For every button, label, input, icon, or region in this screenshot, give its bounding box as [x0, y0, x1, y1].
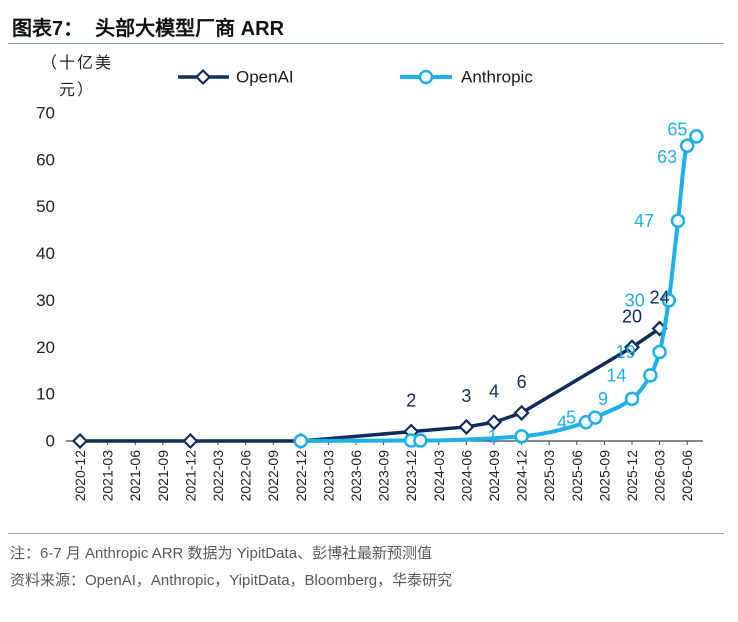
openai-data-label: 6	[517, 372, 527, 392]
openai-data-label: 24	[650, 288, 670, 308]
anthropic-data-label: 30	[625, 290, 645, 310]
y-tick-label: 20	[36, 338, 55, 357]
x-tick-label: 2021-09	[155, 450, 171, 502]
openai-point-marker	[182, 432, 199, 450]
y-tick-label: 60	[36, 150, 55, 169]
y-tick-label: 10	[36, 385, 55, 404]
anthropic-point-marker	[643, 368, 658, 383]
openai-data-label: 2	[406, 391, 416, 411]
y-tick-label: 0	[46, 432, 55, 451]
anthropic-data-label: 5	[566, 408, 576, 428]
anthropic-data-label: 65	[667, 119, 687, 139]
x-tick-label: 2023-03	[320, 450, 336, 502]
anthropic-data-label: 4	[557, 412, 567, 432]
x-tick-label: 2026-06	[679, 450, 695, 502]
anthropic-point-marker	[293, 433, 309, 449]
anthropic-data-label: 47	[634, 211, 654, 231]
x-tick-label: 2023-12	[403, 450, 419, 502]
anthropic-point-marker	[689, 129, 704, 144]
anthropic-point-marker	[670, 213, 686, 229]
anthropic-data-label: 9	[598, 389, 608, 409]
x-tick-label: 2023-06	[348, 450, 364, 502]
chart-source: 资料来源：OpenAI，Anthropic，YipitData，Bloomber…	[10, 572, 453, 589]
chart-title: 图表7： 头部大模型厂商 ARR	[12, 12, 284, 41]
anthropic-point-marker	[652, 344, 667, 360]
anthropic-data-label: 19	[616, 342, 636, 362]
anthropic-point-marker	[679, 138, 695, 154]
x-tick-label: 2022-06	[238, 450, 254, 502]
x-tick-label: 2025-03	[541, 450, 557, 502]
x-tick-label: 2025-12	[624, 450, 640, 502]
openai-point-marker	[623, 339, 641, 356]
x-tick-label: 2021-06	[127, 450, 143, 502]
anthropic-point-marker	[514, 429, 529, 444]
chart-title-text: 头部大模型厂商 ARR	[95, 18, 285, 40]
x-tick-label: 2024-09	[486, 450, 502, 502]
legend-label-anthropic: Anthropic	[461, 68, 533, 87]
y-axis: 0 10 20 30 40 50 60 70	[36, 104, 55, 451]
openai-point-marker	[513, 404, 530, 421]
y-tick-label: 30	[36, 291, 55, 310]
legend-item-anthropic: Anthropic	[400, 68, 533, 87]
openai-point-marker	[458, 418, 475, 435]
x-tick-label: 2024-12	[514, 450, 530, 502]
x-tick-label: 2026-03	[652, 450, 668, 502]
openai-point-marker	[485, 414, 503, 431]
x-tick-label: 2023-09	[376, 450, 392, 502]
chart-note: 注：6-7 月 Anthropic ARR 数据为 YipitData、彭博社最…	[10, 545, 433, 562]
x-tick-label: 2022-09	[265, 450, 281, 502]
legend-label-openai: OpenAI	[236, 68, 294, 87]
openai-data-label: 20	[622, 306, 642, 326]
anthropic-data-label: 63	[657, 147, 677, 167]
x-axis-ticks: 2020-12 2021-03 2021-06 2021-09 2021-12 2022-…	[72, 441, 695, 501]
anthropic-data-label: 14	[606, 365, 626, 385]
anthropic-data-label: 1	[488, 426, 498, 446]
x-tick-label: 2021-12	[182, 450, 198, 502]
legend: OpenAI Anthropic	[178, 68, 533, 87]
x-tick-label: 2025-06	[569, 450, 585, 502]
openai-point-marker	[71, 432, 89, 450]
x-tick-label: 2022-03	[210, 450, 226, 502]
y-tick-label: 70	[36, 104, 55, 123]
notes-divider	[8, 533, 724, 534]
title-divider	[8, 43, 724, 44]
anthropic-point-marker	[413, 433, 428, 448]
y-axis-unit-label: （十亿美元）	[40, 55, 113, 99]
legend-item-openai: OpenAI	[178, 68, 294, 87]
x-tick-label: 2024-06	[458, 450, 474, 502]
series-layer	[71, 129, 704, 450]
x-tick-label: 2025-09	[596, 450, 612, 502]
openai-data-label: 3	[461, 386, 471, 406]
anthropic-point-marker	[624, 391, 640, 407]
openai-data-label: 4	[489, 381, 499, 401]
y-tick-label: 50	[36, 197, 55, 216]
x-tick-label: 2021-03	[100, 450, 116, 502]
x-tick-label: 2020-12	[72, 450, 88, 502]
anthropic-point-marker	[661, 293, 677, 308]
x-axis: 2020-12 2021-03 2021-06 2021-09 2021-12 2022-…	[66, 440, 703, 501]
x-tick-label: 2024-03	[431, 450, 447, 502]
diamond-icon	[194, 68, 212, 86]
x-tick-label: 2022-12	[293, 450, 309, 502]
circle-icon	[418, 69, 434, 85]
y-tick-label: 40	[36, 244, 55, 263]
anthropic-point-marker	[587, 410, 603, 425]
figure-label: 图表7：	[12, 18, 84, 40]
